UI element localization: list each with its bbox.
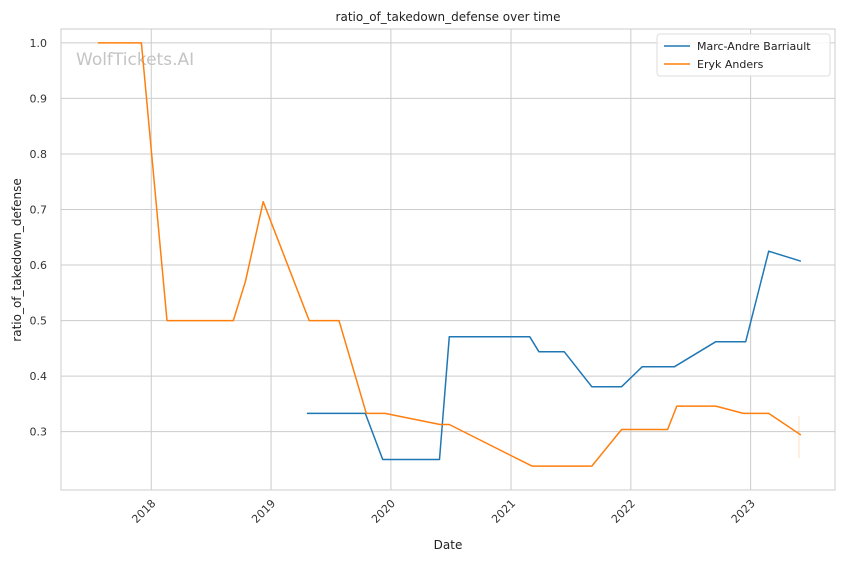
chart-title: ratio_of_takedown_defense over time [336, 10, 561, 24]
y-tick-label-0-8: 0.8 [30, 148, 48, 161]
y-axis-label: ratio_of_takedown_defense [10, 178, 24, 341]
x-tick-label-2019: 2019 [249, 497, 278, 526]
x-tick-label-2020: 2020 [369, 497, 398, 526]
series-line-eryk-anders [97, 42, 802, 467]
x-tick-label-2022: 2022 [609, 497, 638, 526]
y-tick-label-0-7: 0.7 [30, 204, 48, 217]
plot-background [61, 29, 835, 490]
legend-label-marc-andre-barriault: Marc-Andre Barriault [697, 40, 811, 53]
watermark: WolfTickets.AI [76, 50, 194, 70]
series-layer [97, 42, 802, 467]
y-tick-label-0-6: 0.6 [30, 259, 48, 272]
y-tick-labels: 0.3 0.4 0.5 0.6 0.7 0.8 0.9 1.0 [30, 37, 48, 439]
y-tick-label-0-3: 0.3 [30, 426, 48, 439]
y-tick-label-1-0: 1.0 [30, 37, 48, 50]
x-tick-labels: 2018 2019 2020 2021 2022 2023 [129, 497, 757, 526]
y-tick-label-0-4: 0.4 [30, 370, 48, 383]
legend: Marc-Andre Barriault Eryk Anders [656, 33, 831, 77]
x-axis-label: Date [434, 538, 463, 552]
x-tick-label-2021: 2021 [489, 497, 518, 526]
x-tick-label-2018: 2018 [129, 497, 158, 526]
legend-label-eryk-anders: Eryk Anders [697, 58, 764, 71]
plot-frame [60, 28, 836, 491]
y-tick-label-0-5: 0.5 [30, 315, 48, 328]
x-tick-label-2023: 2023 [729, 497, 758, 526]
legend-box [656, 33, 831, 77]
series-line-marc-andre-barriault [306, 250, 802, 461]
y-tick-label-0-9: 0.9 [30, 92, 48, 105]
